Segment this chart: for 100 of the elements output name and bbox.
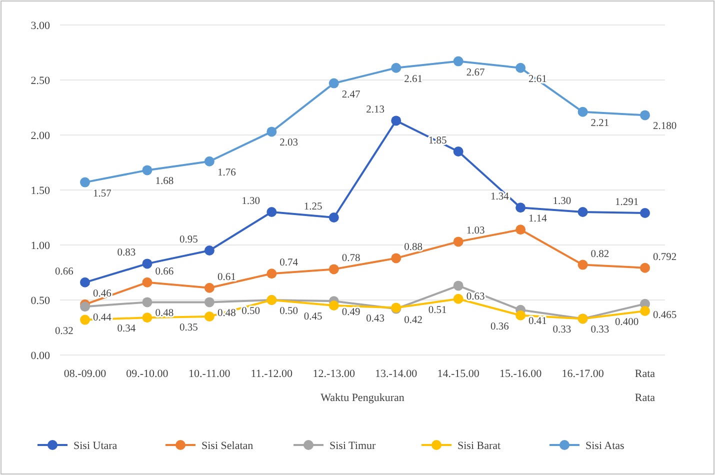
- y-tick-label: 1.00: [30, 240, 50, 252]
- data-label: 2.13: [366, 104, 384, 116]
- data-label: 0.792: [653, 252, 677, 263]
- point: [266, 126, 277, 137]
- point: [516, 224, 526, 235]
- data-label: 2.61: [404, 74, 422, 85]
- point: [516, 202, 526, 213]
- data-label: 0.45: [304, 312, 322, 322]
- data-label: 1.03: [466, 226, 485, 237]
- data-label: 1.34: [490, 192, 510, 203]
- data-label: 0.66: [55, 266, 74, 278]
- point: [578, 106, 588, 117]
- data-label: 0.35: [179, 322, 198, 334]
- data-label: 0.95: [179, 234, 198, 246]
- point: [80, 302, 90, 312]
- data-label: 0.34: [117, 324, 136, 335]
- data-label: 0.78: [342, 253, 360, 264]
- legend-label: Sisi Barat: [458, 440, 501, 452]
- data-label: 0.63: [466, 292, 485, 303]
- data-label: 1.68: [155, 176, 174, 188]
- y-tick-label: 1.50: [30, 185, 50, 197]
- point: [640, 110, 650, 120]
- x-tick-label: 16.-17.00: [562, 368, 604, 380]
- point: [453, 280, 464, 291]
- data-label: 2.03: [280, 138, 298, 149]
- x-tick-label: 13.-14.00: [375, 368, 418, 380]
- data-label: 2.47: [342, 89, 360, 100]
- y-tick-label: 0.50: [30, 295, 50, 307]
- point: [142, 258, 152, 269]
- data-label: 0.51: [428, 304, 447, 316]
- data-label: 0.83: [117, 248, 136, 259]
- data-label: 0.49: [342, 307, 360, 318]
- data-label: 0.88: [404, 242, 422, 254]
- legend-label: Sisi Atas: [586, 440, 624, 452]
- point: [328, 78, 339, 88]
- point: [142, 165, 152, 176]
- point: [328, 264, 339, 274]
- point: [640, 262, 650, 273]
- data-label: 0.74: [280, 258, 299, 269]
- data-label: 0.66: [155, 266, 174, 278]
- x-tick-label: 12.-13.00: [312, 368, 356, 380]
- x-tick-label: 15.-16.00: [499, 368, 542, 380]
- data-label: 2.180: [653, 121, 677, 132]
- legend-label: Sisi Timur: [330, 440, 376, 452]
- point: [516, 62, 526, 73]
- point: [578, 207, 588, 217]
- data-label: 0.32: [55, 326, 74, 337]
- data-label: 2.21: [590, 118, 610, 129]
- point: [204, 246, 214, 256]
- y-tick-label: 2.00: [30, 130, 50, 142]
- point: [391, 116, 402, 126]
- point: [142, 297, 152, 308]
- data-label: 0.36: [490, 321, 509, 332]
- x-tick-label: Rata Rata: [634, 368, 656, 404]
- point: [142, 277, 152, 288]
- point: [266, 207, 277, 217]
- y-tick-label: 2.50: [30, 75, 50, 87]
- x-tick-label: 14.-15.00: [437, 368, 480, 380]
- data-label: 0.61: [217, 272, 236, 283]
- point: [453, 146, 464, 156]
- point: [453, 294, 464, 304]
- point: [391, 62, 402, 73]
- legend-label: Sisi Utara: [74, 440, 118, 452]
- data-label: 1.76: [217, 167, 236, 178]
- data-label: 1.30: [242, 196, 260, 207]
- data-label: 0.82: [590, 248, 610, 260]
- x-tick-label: 09.-10.00: [126, 368, 169, 380]
- point: [516, 310, 526, 320]
- point: [80, 277, 90, 288]
- data-label: 0.465: [653, 310, 677, 321]
- point: [80, 177, 90, 188]
- point: [204, 297, 214, 308]
- data-label: 1.14: [528, 214, 548, 225]
- point: [328, 300, 339, 310]
- point: [328, 212, 339, 222]
- x-tick-label: 08.-09.00: [64, 368, 107, 380]
- point: [453, 236, 464, 247]
- x-axis-title: Waktu Pengukuran: [320, 392, 405, 404]
- point: [578, 260, 588, 270]
- point: [640, 306, 650, 316]
- point: [453, 56, 464, 66]
- point: [640, 208, 650, 218]
- data-label: 1.291: [615, 196, 639, 208]
- data-label: 0.41: [528, 316, 547, 327]
- point: [204, 312, 214, 322]
- point: [391, 253, 402, 264]
- data-label: 0.33: [590, 324, 610, 336]
- data-label: 0.50: [280, 306, 298, 317]
- data-label: 0.42: [404, 314, 422, 326]
- legend-label: Sisi Selatan: [202, 440, 254, 452]
- y-tick-label: 0.00: [30, 350, 50, 362]
- data-label: 1.30: [552, 196, 572, 207]
- data-label: 0.50: [242, 306, 260, 317]
- data-label: 1.57: [93, 188, 112, 200]
- data-label: 0.33: [552, 324, 572, 336]
- x-tick-label: 11.-12.00: [250, 368, 294, 380]
- point: [80, 314, 90, 325]
- data-label: 0.43: [366, 314, 384, 325]
- point: [142, 312, 152, 323]
- data-label: 0.400: [615, 317, 639, 328]
